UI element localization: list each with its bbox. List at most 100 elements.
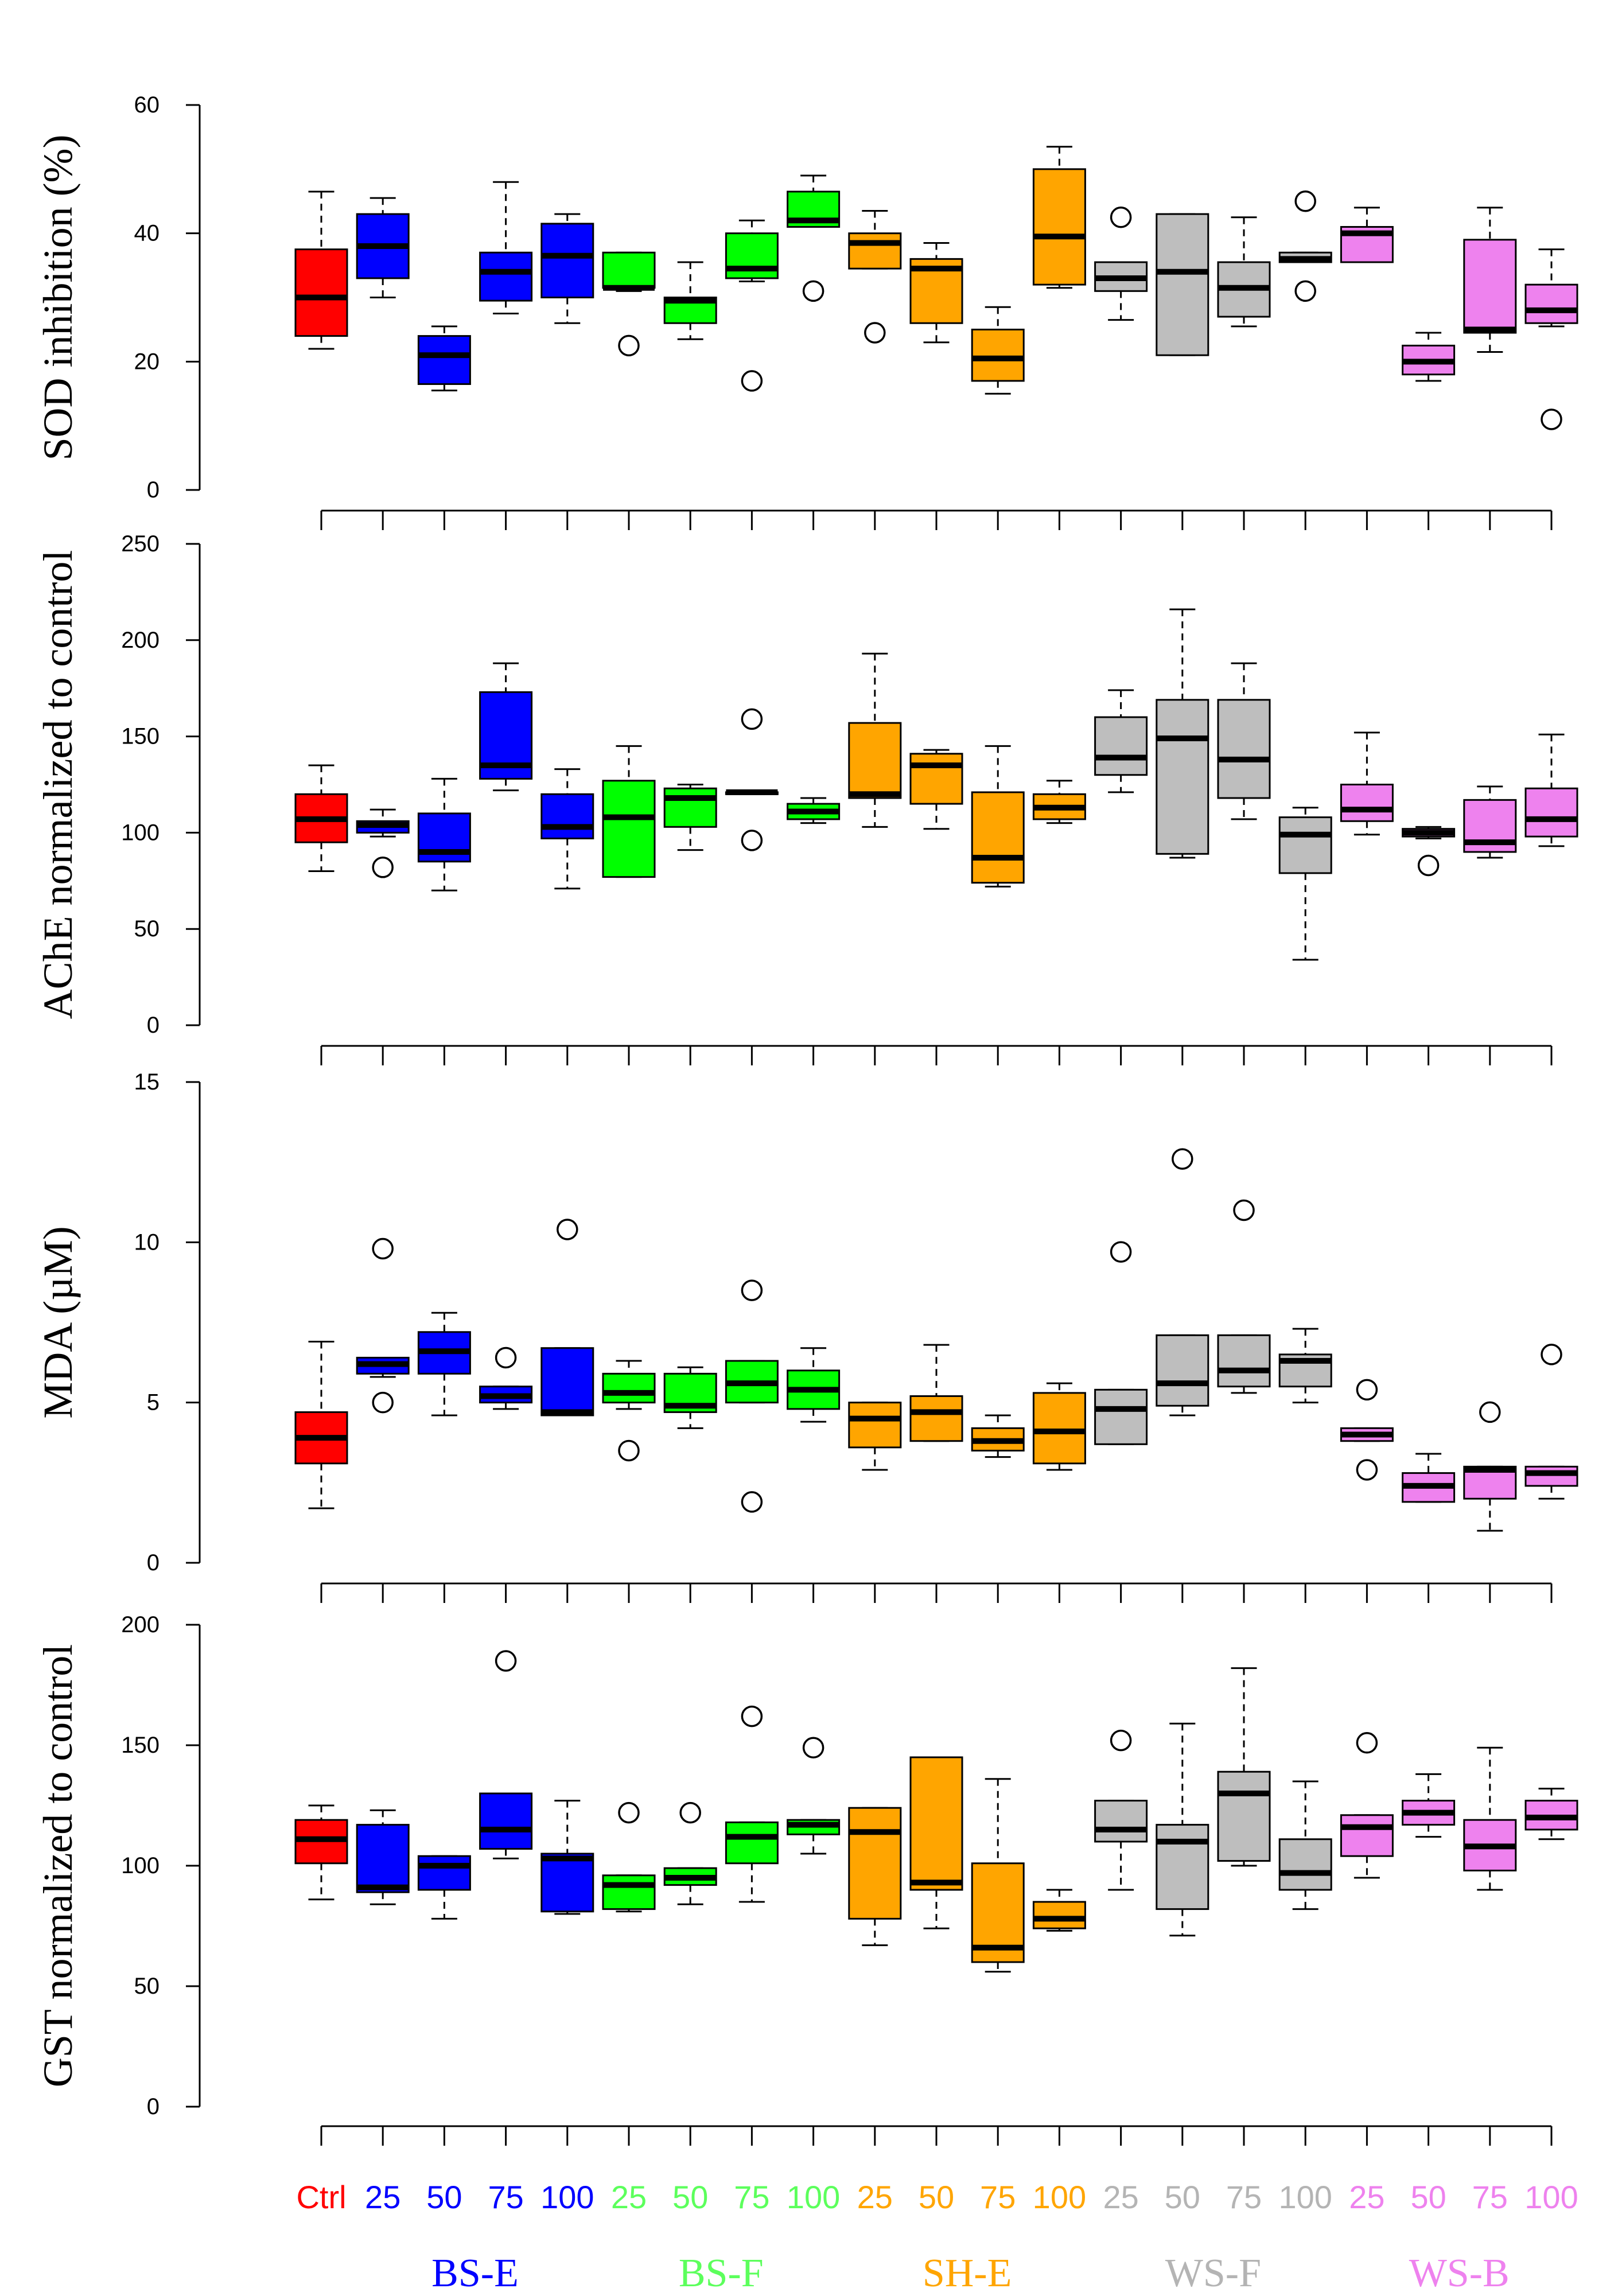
box-iqr [1156,213,1209,356]
y-tick-label: 0 [147,1013,160,1038]
box-ws-b-75 [1463,207,1517,353]
box-ws-f-100 [1278,1780,1332,1910]
group-label-bs-e: BS-E [431,2251,519,2295]
box-iqr [971,328,1025,382]
box-iqr [1278,816,1332,874]
y-tick-label: 250 [121,531,160,557]
y-axis-label: AChE normalized to control [35,550,81,1019]
box-iqr [725,1821,779,1865]
box-bs-e-75 [479,181,533,314]
box-ws-b-75 [1463,1746,1517,1891]
box-bs-f-75 [725,1705,779,1903]
outlier-point [1417,854,1440,877]
x-category-label: 50 [426,2179,462,2215]
outlier-point [372,1391,394,1414]
outlier-point [1541,408,1562,430]
outlier-point [802,280,824,302]
box-ws-b-100 [1524,1788,1578,1840]
box-ws-f-25 [1094,1729,1148,1891]
box-bs-f-25 [602,251,656,357]
x-category-label: 25 [611,2179,647,2215]
box-ws-f-50 [1156,608,1209,859]
x-category-label: 75 [1472,2179,1508,2215]
box-iqr [602,251,656,289]
box-iqr [848,232,902,270]
box-bs-e-25 [356,197,410,298]
y-tick-label: 50 [134,1974,160,1999]
box-bs-f-50 [663,1801,717,1905]
x-category-label: 100 [787,2179,840,2215]
box-iqr [417,1855,471,1891]
outlier-point [802,1737,824,1758]
outlier-point [1541,1344,1562,1365]
box-ws-f-25 [1094,689,1148,793]
box-sh-e-25 [848,1807,902,1947]
box-bs-f-25 [602,745,656,878]
box-ws-f-75 [1217,216,1271,328]
box-bs-f-25 [602,1801,656,1913]
y-tick-label: 200 [121,628,160,653]
box-ws-b-75 [1463,785,1517,859]
outlier-point [1356,1459,1378,1481]
y-tick-label: 20 [134,349,160,374]
box-iqr [1032,168,1086,286]
box-ws-b-25 [1340,731,1394,836]
chart-panel-1: 0 20 40 60 SOD inhibition (%) [35,92,1578,530]
x-category-label: 50 [919,2179,954,2215]
box-iqr [479,251,533,302]
box-ws-b-100 [1524,248,1578,430]
box-ws-f-100 [1278,807,1332,961]
box-iqr [1524,283,1578,324]
x-category-label: 75 [980,2179,1016,2215]
box-bs-f-100 [787,1347,841,1423]
x-category-label: 25 [1103,2179,1138,2215]
box-bs-f-50 [663,261,717,340]
box-ctrl [294,190,348,350]
box-iqr [1156,1334,1209,1407]
box-ws-b-25 [1340,1379,1394,1481]
x-category-label: 75 [1226,2179,1262,2215]
outlier-point [741,830,763,851]
box-iqr [479,1792,533,1850]
box-sh-e-25 [848,1402,902,1471]
x-category-label: 25 [857,2179,893,2215]
outlier-point [1233,1199,1255,1221]
y-axis-label: GST normalized to control [35,1644,81,2088]
outlier-point [741,370,763,392]
box-ws-f-100 [1278,190,1332,302]
box-bs-e-50 [417,1855,471,1920]
box-sh-e-100 [1032,1889,1086,1932]
box-bs-e-75 [479,662,533,792]
box-iqr [1463,239,1517,334]
outlier-point [864,322,886,344]
box-sh-e-75 [971,306,1025,395]
box-ws-b-50 [1402,1453,1456,1503]
box-sh-e-100 [1032,146,1086,289]
box-iqr [663,787,717,828]
box-sh-e-25 [848,652,902,828]
box-ws-b-25 [1340,1732,1394,1879]
box-iqr [1217,1770,1271,1862]
outlier-point [495,1347,517,1369]
box-bs-f-50 [663,1366,717,1429]
outlier-point [741,1705,763,1727]
chart-panel-2: 0 50 100 150 200 250 AChE normalized to contro… [35,531,1578,1065]
box-bs-e-75 [479,1650,533,1859]
box-ws-b-100 [1524,733,1578,847]
box-ws-f-100 [1278,1328,1332,1404]
x-category-label: 50 [1410,2179,1446,2215]
box-iqr [909,1756,963,1891]
box-iqr [602,1372,656,1404]
box-iqr [1032,1392,1086,1465]
outlier-point [1294,280,1316,302]
box-sh-e-50 [909,1344,963,1442]
box-bs-e-50 [417,1312,471,1416]
box-iqr [848,722,902,799]
box-iqr [1094,1388,1148,1445]
outlier-point [495,1650,517,1672]
outlier-point [1356,1732,1378,1754]
outlier-point [618,1439,640,1462]
outlier-point [1110,206,1132,228]
box-ws-b-50 [1402,332,1456,382]
